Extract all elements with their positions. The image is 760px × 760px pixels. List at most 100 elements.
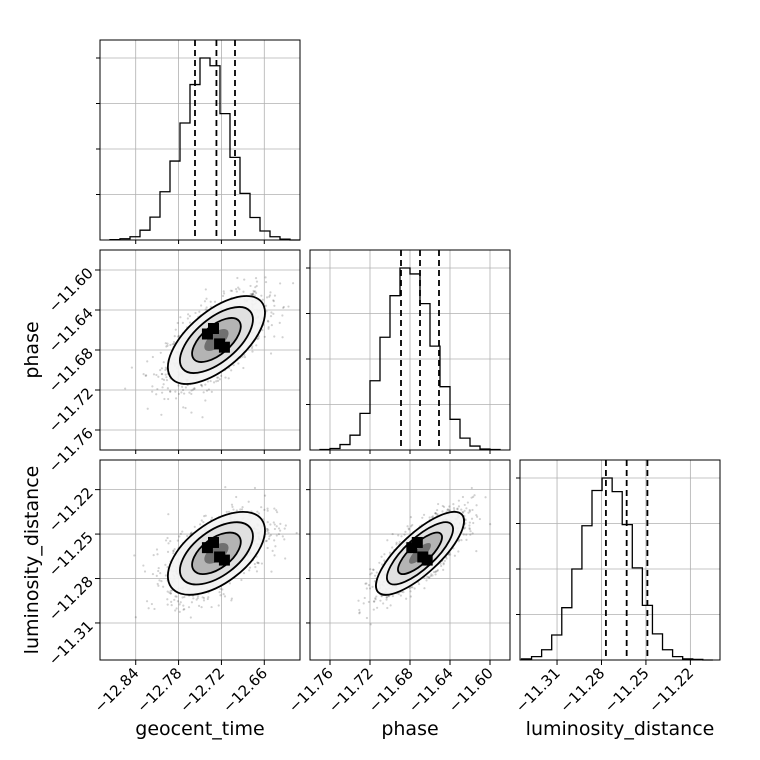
pair-phase-luminosity_distance-point (409, 590, 412, 593)
pair-geocent_time-phase-point (169, 390, 172, 393)
pair-phase-luminosity_distance-point (442, 562, 445, 565)
pair-geocent_time-luminosity_distance-point (172, 552, 175, 555)
pair-geocent_time-phase-point (255, 280, 259, 283)
xlabel-luminosity_distance: luminosity_distance (526, 718, 715, 740)
pair-phase-luminosity_distance-point (431, 574, 434, 577)
pair-geocent_time-luminosity_distance-point (172, 550, 175, 553)
pair-phase-luminosity_distance-point (362, 602, 365, 605)
pair-phase-luminosity_distance-point (448, 553, 452, 556)
pair-geocent_time-luminosity_distance-point (210, 516, 214, 519)
pair-phase-luminosity_distance-point (442, 505, 446, 508)
pair-phase-luminosity_distance-point (448, 505, 451, 508)
pair-geocent_time-luminosity_distance-point (223, 595, 227, 598)
pair-geocent_time-luminosity_distance-point (256, 510, 259, 513)
pair-phase-luminosity_distance-point (434, 512, 437, 515)
pair-geocent_time-luminosity_distance-core-bin (208, 536, 219, 548)
pair-phase-luminosity_distance-density (357, 486, 492, 626)
pair-phase-luminosity_distance-point (369, 623, 372, 626)
pair-geocent_time-luminosity_distance-point (147, 607, 150, 610)
pair-phase-luminosity_distance-point (436, 509, 439, 512)
pair-geocent_time-phase-point (160, 372, 163, 376)
pair-geocent_time-phase-point (279, 282, 282, 285)
pair-geocent_time-luminosity_distance-point (166, 590, 169, 593)
pair-geocent_time-phase-point (174, 390, 177, 393)
pair-geocent_time-phase-point (254, 290, 257, 293)
pair-geocent_time-phase-point (159, 351, 162, 354)
pair-geocent_time-luminosity_distance-point (279, 522, 282, 525)
pair-phase-luminosity_distance-point (400, 535, 403, 538)
pair-geocent_time-phase-point (281, 336, 284, 339)
pair-geocent_time-phase-point (272, 312, 275, 315)
pair-geocent_time-luminosity_distance-point (157, 566, 160, 570)
pair-geocent_time-luminosity_distance-point (273, 523, 276, 526)
pair-geocent_time-phase-point (261, 298, 264, 301)
pair-geocent_time-luminosity_distance-point (151, 572, 155, 576)
pair-phase-luminosity_distance-point (461, 495, 465, 499)
pair-geocent_time-phase-point (252, 289, 255, 293)
pair-geocent_time-phase-point (237, 286, 240, 289)
pair-phase-luminosity_distance-point (423, 587, 426, 590)
pair-phase-luminosity_distance-point (398, 540, 401, 543)
xtick-label-luminosity_distance: −11.28 (556, 664, 608, 716)
pair-geocent_time-luminosity_distance-point (166, 603, 169, 606)
pair-phase-luminosity_distance-point (437, 502, 440, 506)
pair-phase-luminosity_distance-point (358, 612, 361, 615)
pair-geocent_time-luminosity_distance-point (269, 534, 273, 537)
pair-phase-luminosity_distance-point (371, 585, 374, 588)
pair-geocent_time-luminosity_distance-point (230, 597, 233, 600)
pair-geocent_time-phase-point (190, 392, 193, 396)
pair-geocent_time-phase-point (174, 397, 178, 400)
pair-geocent_time-phase-point (163, 397, 166, 401)
pair-geocent_time-phase-point (236, 276, 239, 280)
pair-phase-luminosity_distance-point (385, 598, 388, 601)
pair-phase-luminosity_distance-point (470, 486, 473, 490)
pair-geocent_time-luminosity_distance-point (277, 527, 281, 530)
pair-geocent_time-luminosity_distance-point (263, 494, 267, 497)
pair-phase-luminosity_distance-point (382, 602, 385, 605)
xtick-label-geocent_time: −12.84 (91, 664, 143, 716)
pair-geocent_time-phase-point (251, 350, 254, 353)
pair-geocent_time-luminosity_distance-core-bin (218, 554, 230, 566)
pair-geocent_time-luminosity_distance-point (242, 572, 246, 575)
pair-geocent_time-luminosity_distance-point (256, 561, 260, 565)
pair-geocent_time-luminosity_distance-point (240, 578, 243, 582)
pair-phase-luminosity_distance-point (399, 594, 402, 597)
pair-phase-luminosity_distance-point (429, 574, 432, 578)
pair-geocent_time-phase-point (209, 305, 213, 308)
pair-geocent_time-luminosity_distance-point (190, 531, 193, 534)
pair-phase-luminosity_distance-point (372, 608, 375, 611)
pair-geocent_time-luminosity_distance-point (284, 524, 287, 527)
pair-phase-luminosity_distance-point (369, 573, 372, 576)
pair-phase-luminosity_distance-point (378, 561, 381, 564)
pair-geocent_time-phase-point (205, 389, 209, 392)
pair-geocent_time-luminosity_distance-point (231, 505, 234, 508)
xtick-label-geocent_time: −12.72 (176, 664, 228, 716)
pair-geocent_time-luminosity_distance-point (173, 598, 176, 601)
pair-phase-luminosity_distance-point (370, 572, 373, 575)
pair-geocent_time-phase-point (260, 294, 263, 297)
pair-phase-luminosity_distance-point (448, 509, 451, 512)
pair-geocent_time-phase-point (200, 384, 203, 387)
pair-phase-luminosity_distance-point (397, 534, 400, 537)
pair-geocent_time-luminosity_distance-point (195, 598, 198, 601)
pair-geocent_time-phase-point (165, 376, 168, 379)
pair-phase-luminosity_distance-point (410, 525, 413, 528)
pair-geocent_time-luminosity_distance-point (179, 532, 182, 535)
pair-phase-luminosity_distance-point (436, 569, 439, 573)
pair-phase-luminosity_distance-point (406, 525, 409, 528)
ytick-label-luminosity_distance: −11.31 (45, 617, 97, 669)
pair-geocent_time-phase-point (130, 366, 133, 369)
pair-phase-luminosity_distance-point (445, 557, 448, 560)
pair-geocent_time-phase-point (162, 383, 165, 386)
pair-geocent_time-luminosity_distance-point (277, 533, 281, 536)
pair-geocent_time-luminosity_distance-point (181, 596, 184, 599)
pair-geocent_time-phase-point (198, 310, 201, 313)
pair-geocent_time-phase-point (273, 335, 276, 338)
pair-geocent_time-luminosity_distance-point (202, 596, 206, 600)
pair-geocent_time-phase-point (179, 316, 182, 319)
pair-geocent_time-luminosity_distance-point (164, 563, 167, 566)
pair-geocent_time-luminosity_distance-point (260, 562, 264, 565)
pair-geocent_time-phase-point (183, 392, 186, 395)
pair-phase-luminosity_distance-point (402, 591, 405, 594)
pair-geocent_time-luminosity_distance-point (235, 509, 238, 512)
